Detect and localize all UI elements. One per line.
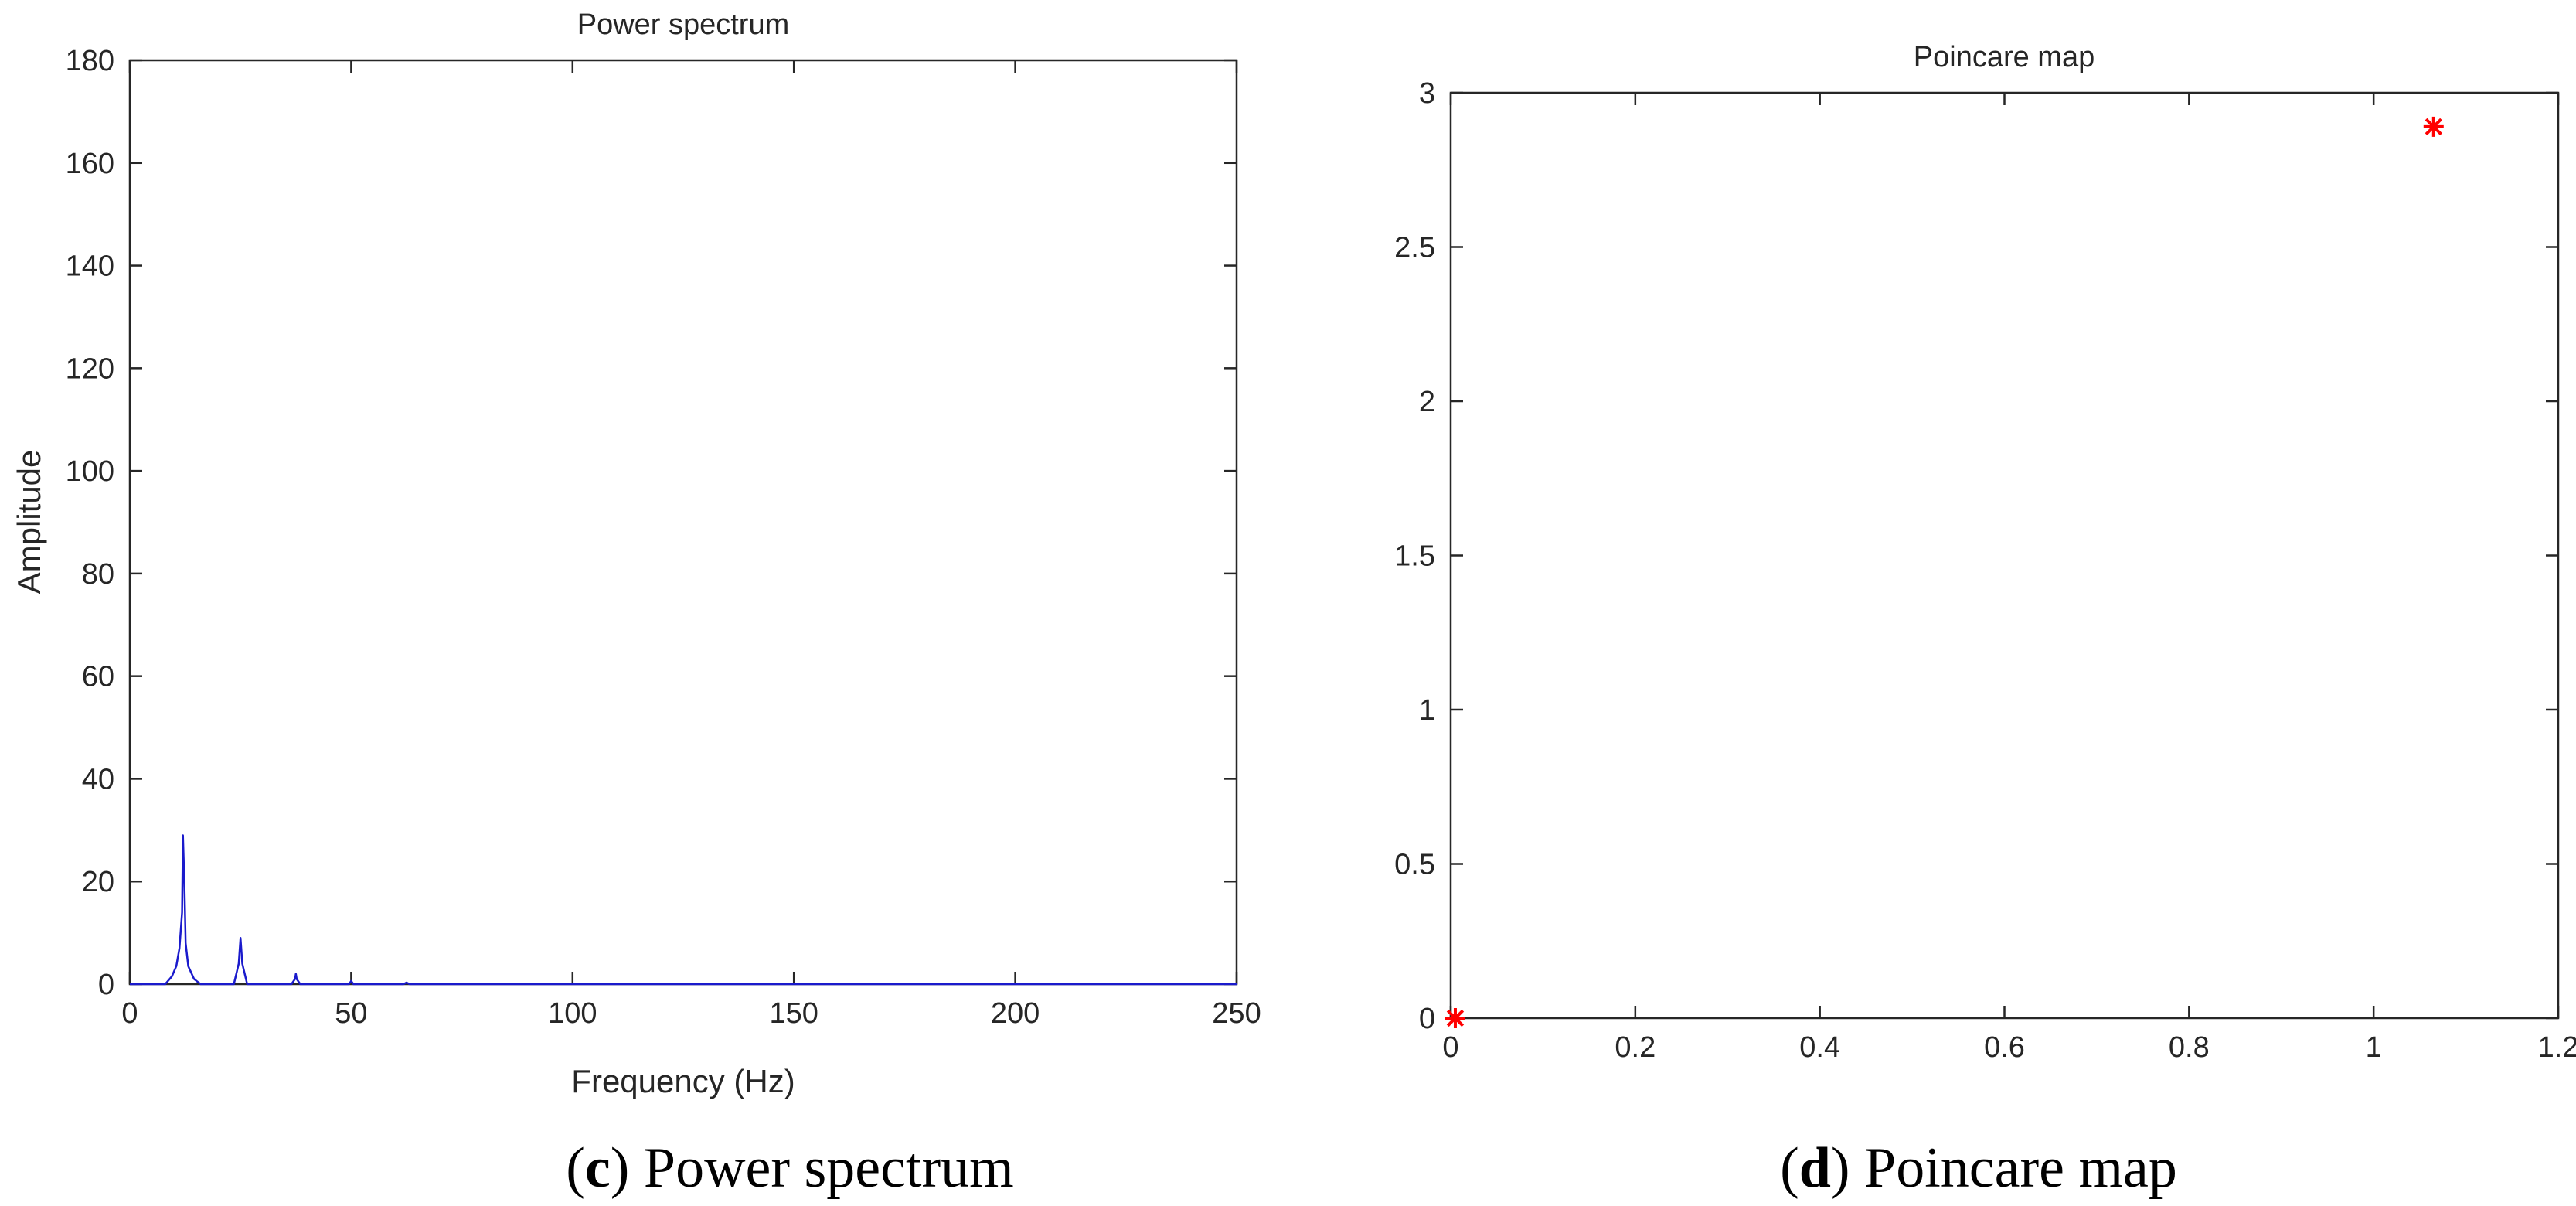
poincare-map-xtick-label: 0 <box>1442 1031 1458 1064</box>
poincare-map-xtick-label: 0.4 <box>1799 1031 1840 1064</box>
power-spectrum-ytick-label: 120 <box>66 353 114 385</box>
power-spectrum-ytick-label: 0 <box>98 969 114 1001</box>
power-spectrum-xtick-label: 150 <box>769 997 818 1030</box>
power-spectrum-xtick-label: 200 <box>991 997 1040 1030</box>
poincare-map-ytick-label: 0.5 <box>1394 849 1435 881</box>
power-spectrum-chart: 0 50 100 150 200 250020406080100120140160180 … <box>11 9 1261 1099</box>
power-spectrum-ytick-label: 20 <box>82 866 114 898</box>
power-spectrum-xlabel: Frequency (Hz) <box>571 1063 795 1099</box>
caption-c-letter: c <box>585 1136 611 1200</box>
poincare-map-ytick-label: 3 <box>1419 77 1435 110</box>
poincare-map-title: Poincare map <box>1914 41 2094 73</box>
poincare-map-points <box>1445 116 2444 1028</box>
power-spectrum-ytick-label: 180 <box>66 45 114 77</box>
poincare-map-xtick-label: 1.2 <box>2538 1031 2576 1064</box>
power-spectrum-ytick-label: 40 <box>82 763 114 795</box>
poincare-map-ytick-label: 2.5 <box>1394 232 1435 264</box>
poincare-map-xtick-label: 0.2 <box>1615 1031 1656 1064</box>
power-spectrum-ytick-label: 100 <box>66 455 114 488</box>
power-spectrum-ticks: 0 50 100 150 200 250 0 20 40 60 80 100 120 140 160 180 <box>66 45 1261 1030</box>
power-spectrum-xtick-label: 0 <box>121 997 138 1030</box>
power-spectrum-series <box>130 834 1237 986</box>
poincare-map-ytick-label: 1.5 <box>1394 540 1435 573</box>
poincare-map-point <box>2423 116 2444 137</box>
power-spectrum-axes-box <box>128 59 1238 986</box>
power-spectrum-ytick-label: 160 <box>66 148 114 180</box>
poincare-map-xtick-label: 0.8 <box>2169 1031 2210 1064</box>
poincare-map-ticks: 0 0.2 0.4 0.6 0.8 1 1.2 0 0.5 1 1.5 2 2.5 3 <box>1394 77 2576 1064</box>
poincare-map-chart: 0 0.2 0.4 0.6 0.8 1 1.2 0 0.5 1 1.5 2 2.5 3 Poincare … <box>1394 41 2576 1064</box>
power-spectrum-xtick-label: 250 <box>1212 997 1261 1030</box>
caption-d-letter: d <box>1799 1136 1831 1200</box>
power-spectrum-xtick-label: 100 <box>548 997 597 1030</box>
power-spectrum-title: Power spectrum <box>577 9 790 41</box>
poincare-map-axes-box <box>1449 91 2560 1020</box>
poincare-map-xtick-label: 0.6 <box>1984 1031 2025 1064</box>
poincare-map-ytick-label: 1 <box>1419 694 1435 727</box>
poincare-map-ytick-label: 0 <box>1419 1003 1435 1035</box>
poincare-map-xtick-label: 1 <box>2366 1031 2382 1064</box>
power-spectrum-ylabel: Amplitude <box>11 450 47 594</box>
caption-d: (d) Poincare map <box>1780 1136 2177 1200</box>
power-spectrum-ytick-label: 80 <box>82 558 114 591</box>
caption-d-text: ) Poincare map <box>1831 1136 2177 1200</box>
power-spectrum-ytick-label: 140 <box>66 250 114 283</box>
power-spectrum-ytick-label: 60 <box>82 661 114 693</box>
caption-c: (c) Power spectrum <box>566 1136 1014 1200</box>
poincare-map-point <box>1445 1008 1465 1028</box>
poincare-map-ytick-label: 2 <box>1419 386 1435 418</box>
power-spectrum-line <box>130 834 1237 986</box>
power-spectrum-xtick-label: 50 <box>335 997 367 1030</box>
caption-c-text: ) Power spectrum <box>611 1136 1014 1200</box>
